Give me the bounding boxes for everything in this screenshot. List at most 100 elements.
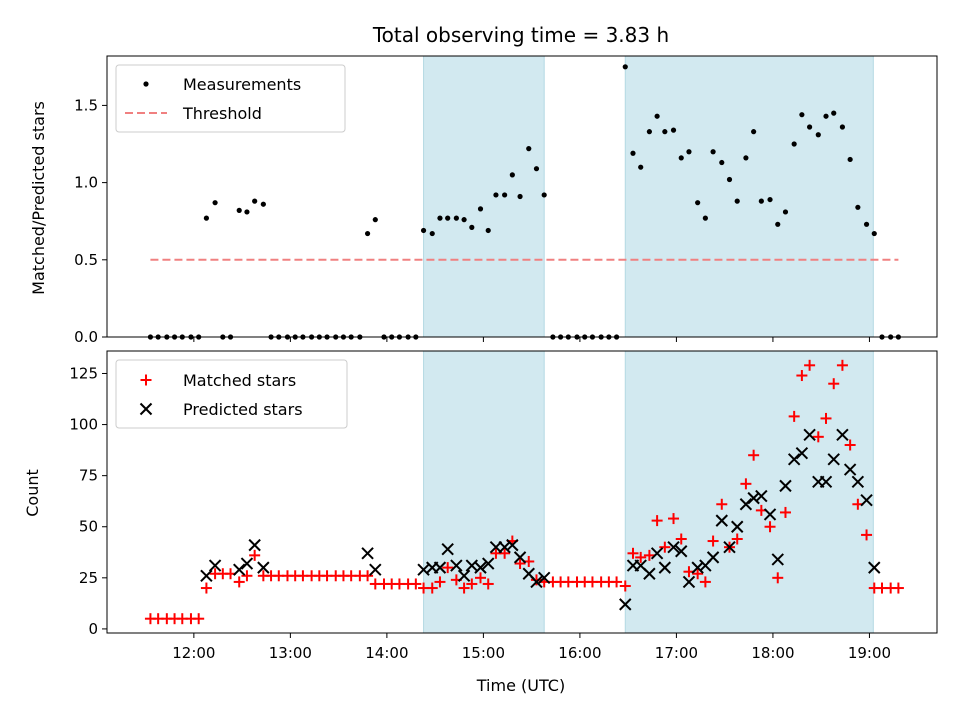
predicted-star-marker (417, 563, 430, 576)
measurement-point (236, 207, 242, 213)
bottom-shaded-intervals (423, 350, 874, 634)
legend-box (115, 359, 348, 429)
predicted-star-marker (474, 561, 487, 574)
y-tick-label: 50 (79, 518, 98, 536)
measurement-point (372, 217, 378, 223)
predicted-star-marker (482, 557, 495, 570)
measurement-point (445, 215, 451, 221)
x-tick-label: 16:00 (558, 644, 601, 662)
predicted-star-marker (691, 561, 704, 574)
top-legend: Measurements Threshold (115, 64, 346, 133)
predicted-star-marker (723, 540, 736, 554)
x-tick-label: 19:00 (848, 644, 891, 662)
predicted-stars-points (200, 428, 881, 611)
measurement-point (743, 155, 749, 161)
measurement-point (244, 209, 250, 215)
measurement-point (630, 150, 636, 156)
top-y-axis-label: Matched/Predicted stars (29, 101, 48, 295)
measurement-point (517, 193, 523, 200)
measurement-point (734, 198, 740, 204)
measurement-point (453, 215, 459, 221)
measurement-point (863, 221, 870, 227)
measurement-point (791, 141, 797, 147)
predicted-star-marker (795, 446, 809, 460)
measurement-point (533, 166, 540, 172)
measurement-point (252, 198, 258, 204)
chart-title: Total observing time = 3.83 h (372, 23, 669, 47)
predicted-star-marker (522, 567, 535, 580)
measurement-point (420, 227, 427, 234)
measurement-point (469, 224, 475, 230)
legend-threshold-label: Threshold (182, 104, 262, 123)
x-tick-label: 12:00 (172, 644, 215, 662)
x-tick-label: 13:00 (269, 644, 312, 662)
predicted-star-marker (843, 463, 857, 476)
measurement-point (212, 200, 218, 206)
axes-frame (106, 350, 938, 634)
legend-box (115, 64, 346, 133)
measurement-point (260, 201, 266, 207)
y-tick-label: 100 (69, 416, 98, 434)
measurement-point (815, 132, 821, 138)
predicted-star-marker (248, 538, 261, 552)
predicted-star-marker (208, 559, 222, 572)
measurement-point (622, 64, 628, 70)
measurement-point (847, 156, 853, 163)
measurement-point (654, 113, 660, 119)
measurement-point (461, 217, 467, 223)
predicted-star-marker (715, 514, 728, 527)
predicted-star-marker (643, 567, 656, 580)
measurement-point (686, 149, 692, 155)
legend-matched-label: Matched stars (183, 371, 296, 390)
measurement-point (526, 146, 532, 152)
predicted-star-marker (658, 561, 672, 574)
predicted-star-marker (836, 428, 849, 441)
measurement-point (807, 124, 813, 130)
measurement-point (695, 200, 701, 206)
predicted-star-marker (233, 563, 246, 576)
measurement-point (799, 112, 805, 118)
measurement-point (775, 221, 781, 227)
measurement-point (831, 110, 837, 116)
measurement-point (871, 230, 877, 237)
measurement-points (147, 64, 901, 340)
measurement-point (823, 113, 829, 119)
predicted-star-marker (537, 571, 551, 585)
predicted-star-marker (747, 491, 760, 505)
predicted-star-marker (650, 547, 664, 560)
predicted-star-marker (257, 561, 270, 574)
y-tick-label: 1.5 (74, 96, 98, 114)
bottom-axes: 0 25 50 75 100 125 12:00 13:00 14:00 15:00 16:00 17… (69, 350, 938, 662)
measurement-point (638, 164, 644, 170)
measurement-point (646, 129, 652, 135)
predicted-star-marker (433, 561, 447, 574)
y-tick-label: 0.0 (74, 328, 98, 346)
predicted-star-marker (450, 559, 463, 572)
shaded-interval (624, 350, 874, 634)
predicted-star-marker (787, 453, 801, 466)
measurement-point (477, 206, 484, 212)
bottom-x-axis-label: Time (UTC) (476, 676, 565, 695)
measurement-point (751, 129, 757, 135)
predicted-star-marker (441, 543, 454, 556)
bottom-legend: Matched stars Predicted stars (115, 359, 348, 429)
predicted-star-marker (706, 551, 720, 564)
y-tick-label: 75 (79, 467, 98, 485)
predicted-star-marker (200, 569, 213, 582)
legend-measurements-marker (143, 81, 149, 87)
measurement-point (670, 127, 677, 133)
axes-frame (106, 55, 938, 338)
measurement-point (437, 215, 443, 221)
predicted-star-marker (868, 561, 881, 574)
predicted-star-marker (827, 453, 840, 466)
legend-measurements-label: Measurements (183, 75, 301, 94)
predicted-star-marker (682, 575, 696, 589)
measurement-point (855, 204, 861, 210)
predicted-star-marker (675, 545, 688, 558)
top-axes: 0.0 0.5 1.0 1.5 (74, 55, 938, 346)
measurement-point (364, 230, 371, 237)
predicted-star-marker (667, 540, 680, 554)
predicted-star-marker (506, 538, 519, 552)
predicted-star-marker (457, 569, 471, 582)
